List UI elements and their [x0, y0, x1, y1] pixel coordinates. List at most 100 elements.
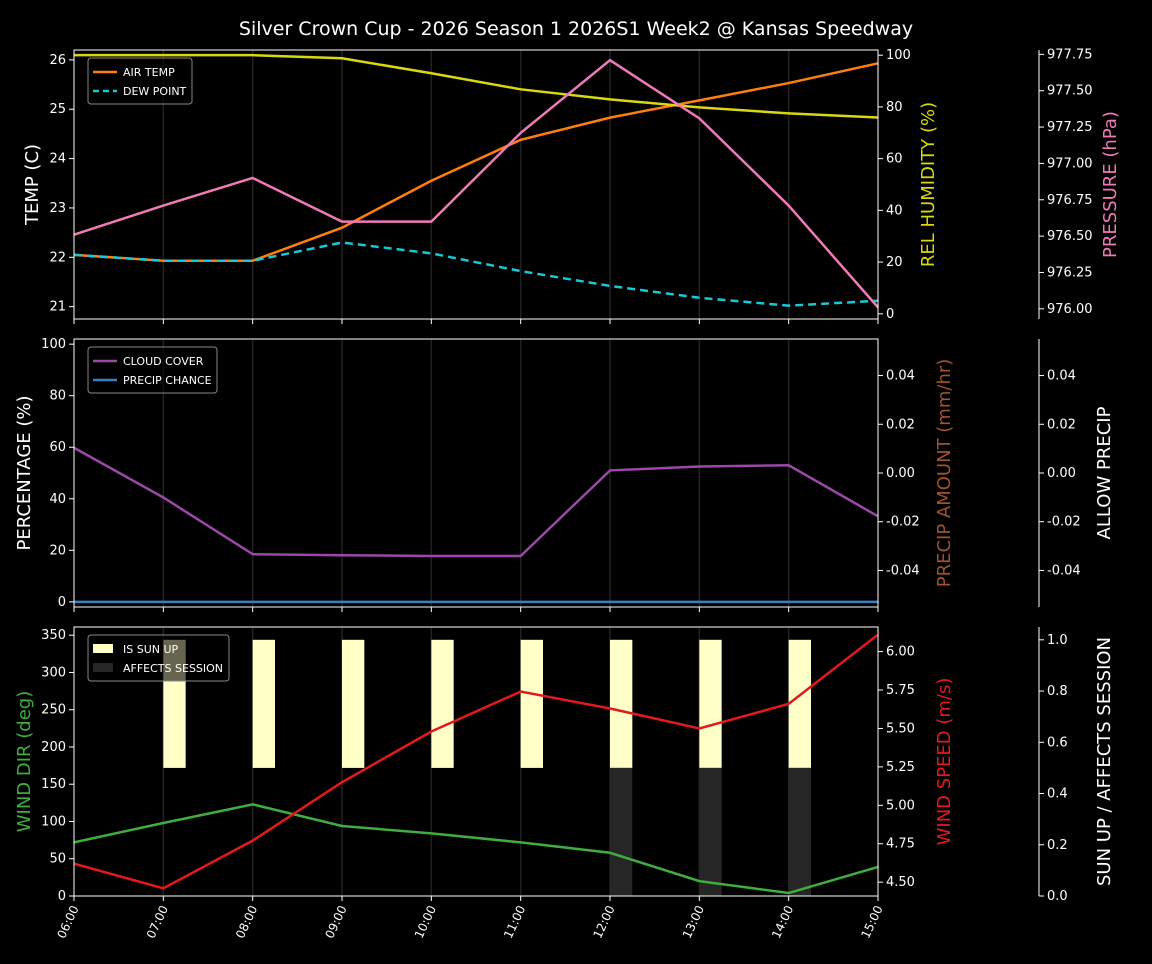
legend-box — [87, 57, 193, 105]
legend-label: AIR TEMP — [123, 66, 175, 79]
y3-axis-label: PRESSURE (hPa) — [1100, 111, 1121, 258]
y3-tick-label: 0.8 — [1047, 684, 1068, 699]
y-tick-label: 80 — [49, 389, 66, 404]
series-line-air-temp — [73, 62, 879, 263]
y-tick-label: 23 — [49, 201, 66, 216]
y3-tick-label: 1.0 — [1047, 633, 1068, 648]
y-tick-label: 0 — [58, 889, 66, 904]
y2-tick-label: 5.50 — [886, 721, 915, 736]
x-tick-label: 14:00 — [769, 903, 796, 940]
y-tick-label: 150 — [41, 777, 66, 792]
y2-tick-label: 0.04 — [886, 369, 915, 384]
y3-tick-label: 977.50 — [1047, 84, 1093, 99]
y-tick-label: 21 — [49, 300, 66, 315]
y-tick-label: 100 — [41, 814, 66, 829]
x-tick-label: 08:00 — [233, 903, 260, 940]
legend-label: CLOUD COVER — [123, 355, 204, 368]
y-tick-label: 25 — [49, 102, 66, 117]
y3-tick-label: 0.02 — [1047, 417, 1076, 432]
legend-label: IS SUN UP — [123, 643, 179, 656]
x-tick-label: 10:00 — [412, 903, 439, 940]
affects-session-bar — [699, 767, 722, 896]
legend-box — [87, 634, 230, 682]
y-tick-label: 300 — [41, 665, 66, 680]
y3-tick-label: 976.00 — [1047, 302, 1093, 317]
sun-up-bar — [699, 639, 722, 768]
legend-label: DEW POINT — [123, 85, 187, 98]
x-tick-label: 11:00 — [501, 903, 528, 940]
y2-tick-label: 60 — [886, 152, 903, 167]
y2-tick-label: 5.25 — [886, 760, 915, 775]
y-tick-label: 26 — [49, 53, 66, 68]
y-tick-label: 0 — [58, 595, 66, 610]
y3-tick-label: 976.50 — [1047, 229, 1093, 244]
plot-frame — [73, 49, 879, 320]
series-line-p2-s1 — [73, 633, 879, 890]
y-tick-label: 60 — [49, 440, 66, 455]
y3-axis-label: ALLOW PRECIP — [1094, 406, 1115, 539]
series-line-p2-s0 — [73, 803, 879, 895]
sun-up-bar — [431, 639, 454, 768]
y2-tick-label: -0.02 — [886, 515, 920, 530]
y3-tick-label: 0.04 — [1047, 369, 1076, 384]
legend-box — [87, 346, 218, 394]
x-tick-label: 15:00 — [858, 903, 885, 940]
y-axis-label: TEMP (C) — [22, 144, 43, 226]
y2-tick-label: 100 — [886, 48, 911, 63]
x-tick-label: 09:00 — [322, 903, 349, 940]
y2-tick-label: 0 — [886, 307, 894, 322]
affects-session-bar — [610, 767, 633, 896]
y-tick-label: 20 — [49, 543, 66, 558]
y3-tick-label: 977.75 — [1047, 47, 1093, 62]
y3-tick-label: 976.25 — [1047, 265, 1093, 280]
sun-up-bar — [788, 639, 811, 768]
chart-title: Silver Crown Cup - 2026 Season 1 2026S1 … — [239, 18, 913, 40]
y-tick-label: 350 — [41, 628, 66, 643]
legend-label: PRECIP CHANCE — [123, 374, 212, 387]
y-tick-label: 100 — [41, 337, 66, 352]
sun-up-bar — [342, 639, 365, 768]
sun-up-bar — [252, 639, 275, 768]
y-tick-label: 200 — [41, 740, 66, 755]
x-tick-label: 12:00 — [590, 903, 617, 940]
y-axis-label: PERCENTAGE (%) — [14, 395, 35, 550]
y2-tick-label: 5.75 — [886, 683, 915, 698]
y2-axis-label: WIND SPEED (m/s) — [934, 678, 955, 846]
y3-tick-label: 977.00 — [1047, 156, 1093, 171]
y3-axis-label: SUN UP / AFFECTS SESSION — [1094, 637, 1115, 886]
y2-tick-label: 20 — [886, 255, 903, 270]
y2-tick-label: 6.00 — [886, 645, 915, 660]
y-tick-label: 24 — [49, 152, 66, 167]
y2-axis-label: PRECIP AMOUNT (mm/hr) — [934, 359, 955, 588]
x-tick-label: 13:00 — [680, 903, 707, 940]
y3-tick-label: 0.2 — [1047, 838, 1068, 853]
y2-tick-label: 4.75 — [886, 837, 915, 852]
y2-tick-label: -0.04 — [886, 563, 920, 578]
x-tick-label: 06:00 — [54, 903, 81, 940]
y3-tick-label: -0.04 — [1047, 563, 1081, 578]
plot-frame — [73, 626, 879, 897]
y3-tick-label: 0.6 — [1047, 735, 1068, 750]
legend-swatch — [93, 644, 113, 653]
y-axis-label: WIND DIR (deg) — [14, 691, 35, 833]
y3-tick-label: 977.25 — [1047, 120, 1093, 135]
affects-session-bar — [788, 767, 811, 896]
y2-tick-label: 80 — [886, 100, 903, 115]
y3-tick-label: 976.75 — [1047, 193, 1093, 208]
legend-label: AFFECTS SESSION — [123, 662, 223, 675]
legend-swatch — [93, 663, 113, 672]
y3-tick-label: -0.02 — [1047, 515, 1081, 530]
series-line-cloud-cover — [73, 446, 879, 558]
y3-tick-label: 0.4 — [1047, 787, 1068, 802]
y-tick-label: 50 — [49, 852, 66, 867]
y2-tick-label: 0.02 — [886, 417, 915, 432]
sun-up-bar — [520, 639, 543, 768]
sun-up-bar — [610, 639, 633, 768]
y-tick-label: 250 — [41, 703, 66, 718]
series-line-p0-s3 — [73, 58, 879, 309]
y2-tick-label: 4.50 — [886, 875, 915, 890]
y2-tick-label: 0.00 — [886, 466, 915, 481]
y-tick-label: 40 — [49, 492, 66, 507]
y3-tick-label: 0.00 — [1047, 466, 1076, 481]
